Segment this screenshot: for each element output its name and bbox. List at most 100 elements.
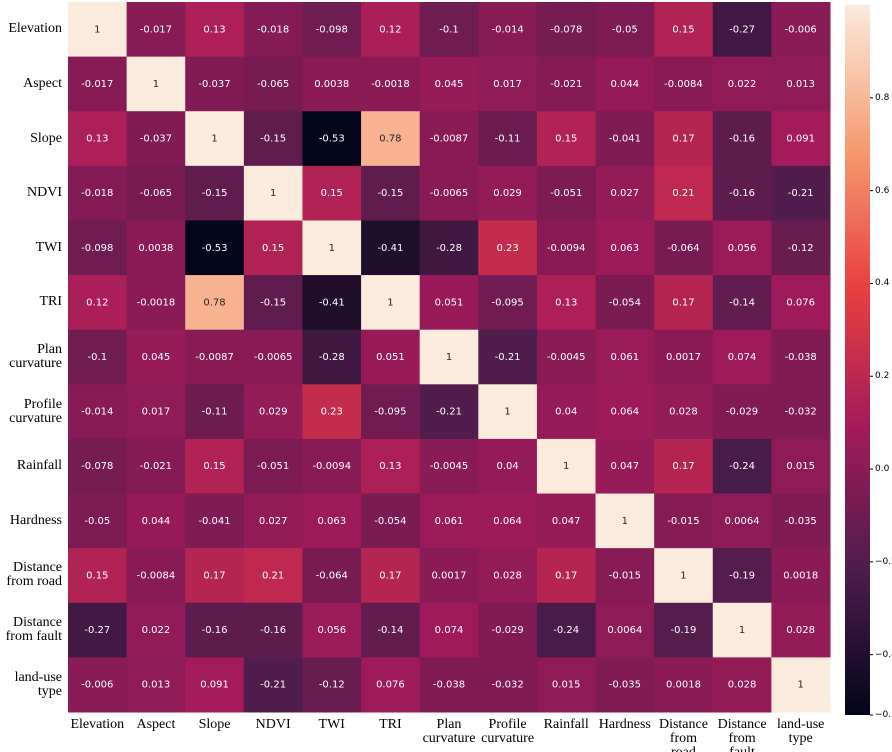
cell-label: -0.15 xyxy=(202,188,228,199)
cell xyxy=(68,165,128,221)
cell-label: 0.13 xyxy=(86,134,108,145)
cell xyxy=(771,602,831,658)
cell-label: 1 xyxy=(329,243,335,254)
cell xyxy=(185,438,245,495)
cell-label: 0.0017 xyxy=(666,352,701,363)
cell-label: 0.13 xyxy=(203,24,225,35)
cell-label: 0.047 xyxy=(552,516,581,527)
cell-label: -0.0094 xyxy=(312,461,351,472)
column-label: TRI xyxy=(379,717,402,732)
cell xyxy=(536,329,597,385)
cell xyxy=(361,657,421,713)
cell-label: 0.17 xyxy=(203,570,225,581)
cell-label: -0.0065 xyxy=(254,352,293,363)
cell-label: 0.0064 xyxy=(725,516,760,527)
colorbar-tick-label: 0.8 xyxy=(875,92,890,103)
colorbar xyxy=(845,5,870,715)
cell xyxy=(243,493,303,549)
cell-label: 0.013 xyxy=(142,680,171,691)
cell-label: -0.24 xyxy=(729,461,755,472)
cell-label: 0.027 xyxy=(611,188,640,199)
cell-label: -0.21 xyxy=(436,407,462,418)
cell-label: -0.041 xyxy=(198,516,230,527)
colorbar-tick-label: −0.4 xyxy=(875,649,892,660)
cell-label: -0.0087 xyxy=(195,352,234,363)
cell xyxy=(243,438,303,495)
cell-label: 0.047 xyxy=(611,461,640,472)
cell-label: 0.04 xyxy=(555,407,577,418)
cell-label: 0.017 xyxy=(493,79,522,90)
column-label: Plan curvature xyxy=(422,717,476,746)
row-label: Plan curvature xyxy=(9,341,62,371)
cell xyxy=(68,220,128,276)
cell xyxy=(126,220,186,276)
cell xyxy=(243,2,303,58)
cell xyxy=(478,384,538,440)
row-label: Distance from fault xyxy=(5,615,62,645)
cell xyxy=(419,220,479,276)
cell xyxy=(126,111,186,167)
cell xyxy=(712,602,772,658)
cell xyxy=(771,438,831,495)
cell-label: 0.13 xyxy=(379,461,401,472)
cell-label: -0.11 xyxy=(202,407,228,418)
cell-label: 0.022 xyxy=(728,79,757,90)
cell-label: -0.051 xyxy=(257,461,289,472)
cell-label: 0.17 xyxy=(555,570,577,581)
cell-label: 0.23 xyxy=(321,407,343,418)
cell xyxy=(771,548,831,604)
cell-label: -0.032 xyxy=(785,407,817,418)
cell-label: 1 xyxy=(504,407,510,418)
cell-label: -0.098 xyxy=(316,24,348,35)
cell xyxy=(361,111,421,167)
cell xyxy=(771,384,831,440)
cell xyxy=(654,657,714,713)
cell-label: -0.12 xyxy=(319,680,345,691)
cell-label: -0.064 xyxy=(667,243,699,254)
cell-label: 0.063 xyxy=(611,243,640,254)
cell-label: 0.064 xyxy=(493,516,522,527)
cell-label: 0.12 xyxy=(379,24,401,35)
cell-label: -0.53 xyxy=(319,134,345,145)
cell xyxy=(712,220,772,276)
cell-label: 0.13 xyxy=(555,297,577,308)
cell xyxy=(478,56,538,112)
cell-label: -0.05 xyxy=(612,24,638,35)
cell-label: 1 xyxy=(446,352,452,363)
cell xyxy=(654,111,714,167)
cell-label: -0.11 xyxy=(495,134,521,145)
cell xyxy=(654,548,714,604)
cell xyxy=(68,438,128,495)
cell xyxy=(478,329,538,385)
cell-label: -0.12 xyxy=(788,243,814,254)
cell-label: 0.15 xyxy=(86,570,108,581)
cell xyxy=(126,548,186,604)
colorbar-tick-label: 0.0 xyxy=(875,464,890,475)
cell xyxy=(536,111,597,167)
cell-label: -0.16 xyxy=(729,134,755,145)
cell xyxy=(302,384,362,440)
cell-label: -0.14 xyxy=(377,625,403,636)
cell-label: -0.14 xyxy=(729,297,755,308)
cell-label: -0.41 xyxy=(377,243,403,254)
cell-label: -0.054 xyxy=(374,516,406,527)
cell xyxy=(185,2,245,58)
cell-label: 0.15 xyxy=(672,24,694,35)
cell xyxy=(595,165,655,221)
cell xyxy=(419,329,479,385)
cell xyxy=(302,548,362,604)
row-label: Profile curvature xyxy=(9,396,62,426)
cell-label: 0.061 xyxy=(435,516,464,527)
cell xyxy=(243,329,303,385)
cell-label: -0.065 xyxy=(140,188,172,199)
cell xyxy=(185,548,245,604)
cell-label: -0.28 xyxy=(319,352,345,363)
cell xyxy=(478,657,538,713)
cell-label: -0.28 xyxy=(436,243,462,254)
cell xyxy=(302,111,362,167)
cell xyxy=(654,56,714,112)
cell-label: 0.013 xyxy=(786,79,815,90)
column-label: Aspect xyxy=(136,717,176,732)
cell xyxy=(361,548,421,604)
